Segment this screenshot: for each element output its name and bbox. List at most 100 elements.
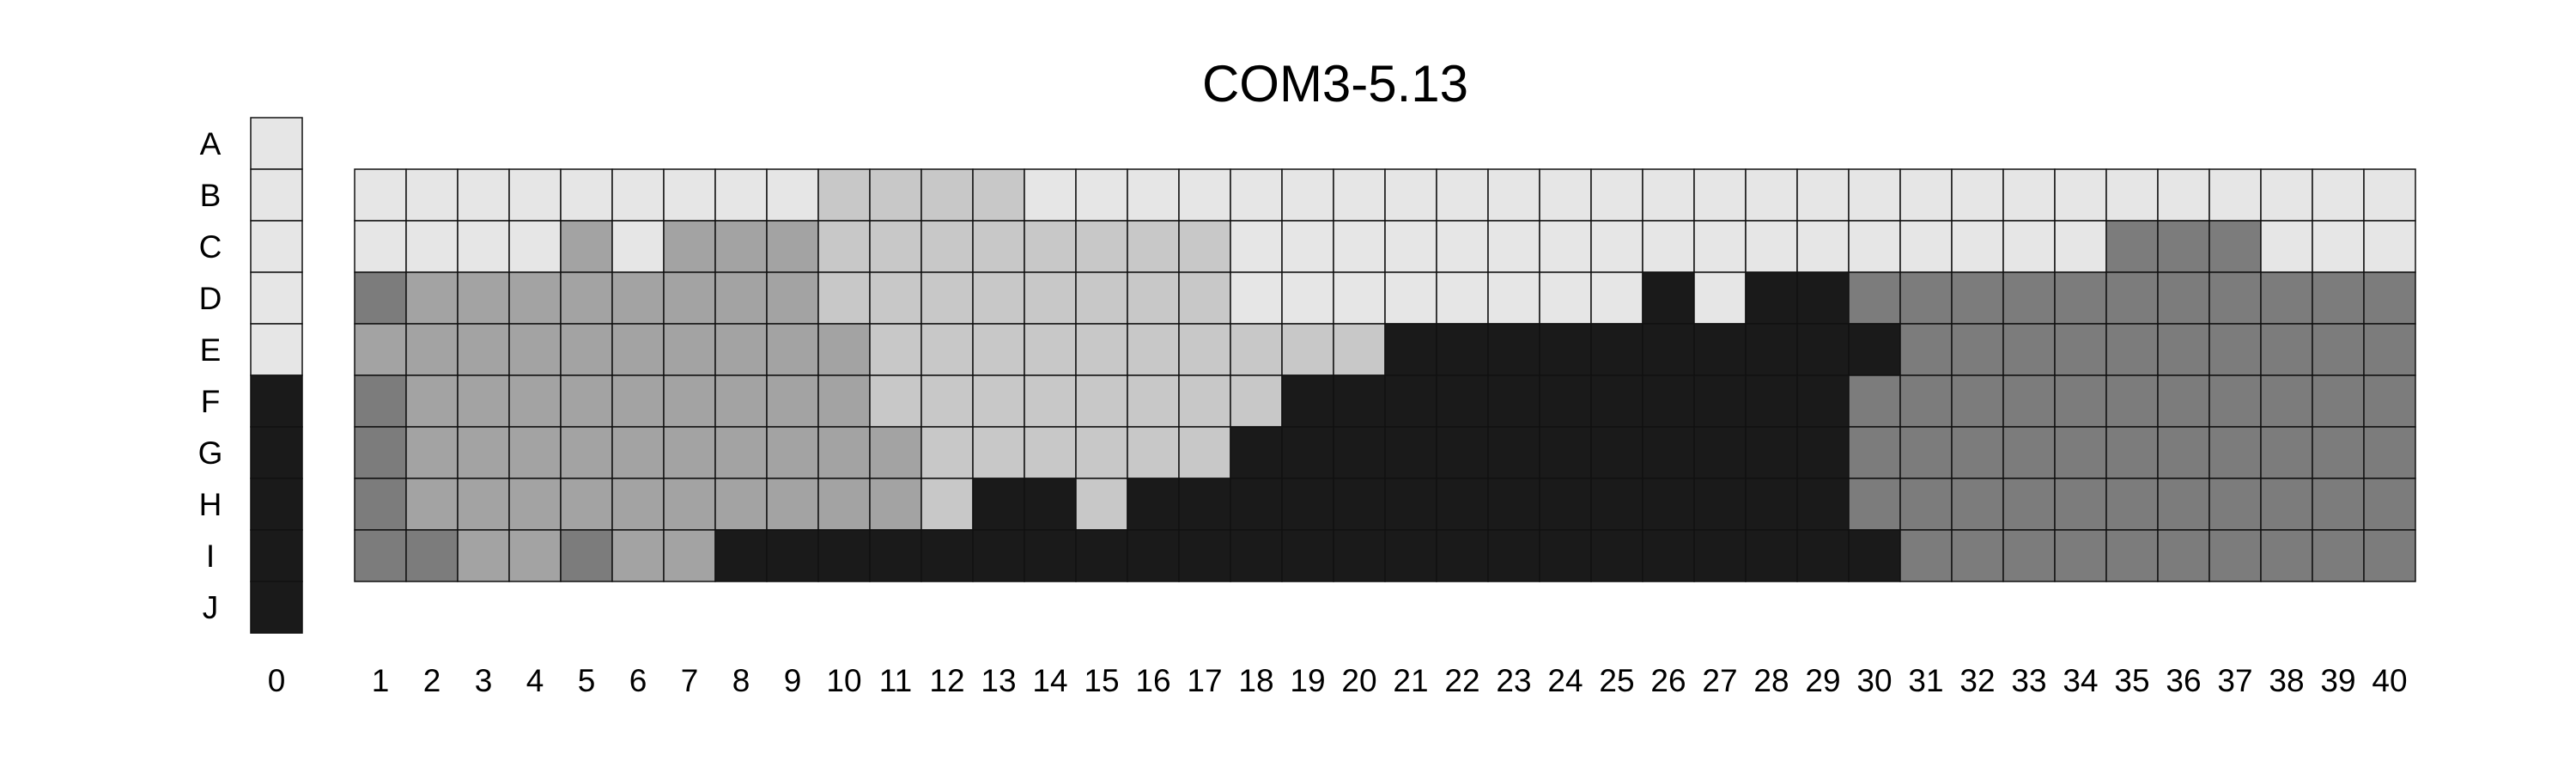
cell-b-23 (1487, 168, 1540, 222)
cell-f-17 (1178, 374, 1231, 428)
column-label-27: 27 (1702, 663, 1737, 698)
cell-f-28 (1745, 374, 1798, 428)
cell-d-9 (766, 271, 819, 325)
cell-d-8 (714, 271, 768, 325)
cell-i-26 (1642, 529, 1695, 582)
cell-b-17 (1178, 168, 1231, 222)
reference-cell-j (250, 581, 303, 634)
cell-h-36 (2157, 478, 2210, 531)
cell-h-26 (1642, 478, 1695, 531)
cell-i-11 (869, 529, 922, 582)
cell-h-5 (560, 478, 613, 531)
cell-c-14 (1024, 220, 1077, 273)
cell-d-23 (1487, 271, 1540, 325)
cell-h-32 (1951, 478, 2004, 531)
cell-e-10 (817, 323, 871, 376)
cell-i-24 (1539, 529, 1592, 582)
cell-b-29 (1796, 168, 1850, 222)
cell-g-37 (2208, 426, 2262, 479)
cell-i-4 (508, 529, 562, 582)
cell-h-28 (1745, 478, 1798, 531)
cell-b-37 (2208, 168, 2262, 222)
cell-f-39 (2312, 374, 2365, 428)
cell-d-17 (1178, 271, 1231, 325)
chart-title: COM3-5.13 (1202, 55, 1468, 113)
cell-c-15 (1075, 220, 1128, 273)
cell-h-21 (1384, 478, 1437, 531)
cell-h-8 (714, 478, 768, 531)
cell-h-20 (1333, 478, 1386, 531)
cell-b-10 (817, 168, 871, 222)
cell-c-40 (2363, 220, 2416, 273)
column-label-23: 23 (1496, 663, 1531, 698)
cell-h-11 (869, 478, 922, 531)
cell-g-38 (2260, 426, 2313, 479)
cell-f-11 (869, 374, 922, 428)
cell-i-20 (1333, 529, 1386, 582)
cell-f-20 (1333, 374, 1386, 428)
cell-g-27 (1693, 426, 1747, 479)
cell-d-4 (508, 271, 562, 325)
cell-g-20 (1333, 426, 1386, 479)
cell-h-2 (405, 478, 459, 531)
cell-g-3 (457, 426, 510, 479)
cell-h-22 (1436, 478, 1489, 531)
cell-c-18 (1230, 220, 1283, 273)
cell-b-11 (869, 168, 922, 222)
cell-c-24 (1539, 220, 1592, 273)
cell-i-10 (817, 529, 871, 582)
cell-b-5 (560, 168, 613, 222)
column-label-26: 26 (1650, 663, 1686, 698)
column-label-40: 40 (2372, 663, 2407, 698)
cell-e-14 (1024, 323, 1077, 376)
cell-e-6 (611, 323, 665, 376)
row-label-g: G (198, 435, 223, 471)
cell-d-40 (2363, 271, 2416, 325)
cell-g-39 (2312, 426, 2365, 479)
cell-b-7 (663, 168, 716, 222)
cell-e-21 (1384, 323, 1437, 376)
row-label-e: E (200, 332, 222, 368)
column-label-11: 11 (879, 663, 912, 698)
column-label-21: 21 (1393, 663, 1428, 698)
cell-i-12 (920, 529, 974, 582)
cell-f-33 (2002, 374, 2056, 428)
cell-b-14 (1024, 168, 1077, 222)
cell-d-31 (1899, 271, 1953, 325)
cell-h-23 (1487, 478, 1540, 531)
cell-h-27 (1693, 478, 1747, 531)
cell-d-37 (2208, 271, 2262, 325)
column-label-24: 24 (1547, 663, 1583, 698)
cell-e-9 (766, 323, 819, 376)
cell-i-1 (354, 529, 407, 582)
row-label-a: A (200, 126, 222, 161)
column-label-2: 2 (423, 663, 441, 698)
cell-c-23 (1487, 220, 1540, 273)
cell-f-18 (1230, 374, 1283, 428)
column-label-12: 12 (929, 663, 964, 698)
cell-i-31 (1899, 529, 1953, 582)
cell-e-8 (714, 323, 768, 376)
cell-g-30 (1848, 426, 1901, 479)
cell-c-7 (663, 220, 716, 273)
cell-e-35 (2105, 323, 2159, 376)
cell-c-35 (2105, 220, 2159, 273)
cell-c-21 (1384, 220, 1437, 273)
cell-i-9 (766, 529, 819, 582)
cell-g-24 (1539, 426, 1592, 479)
cell-g-40 (2363, 426, 2416, 479)
cell-b-4 (508, 168, 562, 222)
row-label-c: C (199, 229, 222, 265)
cell-b-12 (920, 168, 974, 222)
cell-e-26 (1642, 323, 1695, 376)
cell-g-16 (1127, 426, 1180, 479)
cell-h-12 (920, 478, 974, 531)
cell-e-2 (405, 323, 459, 376)
cell-f-23 (1487, 374, 1540, 428)
cell-c-34 (2054, 220, 2107, 273)
cell-d-28 (1745, 271, 1798, 325)
cell-b-19 (1281, 168, 1334, 222)
cell-c-3 (457, 220, 510, 273)
cell-b-36 (2157, 168, 2210, 222)
cell-g-32 (1951, 426, 2004, 479)
